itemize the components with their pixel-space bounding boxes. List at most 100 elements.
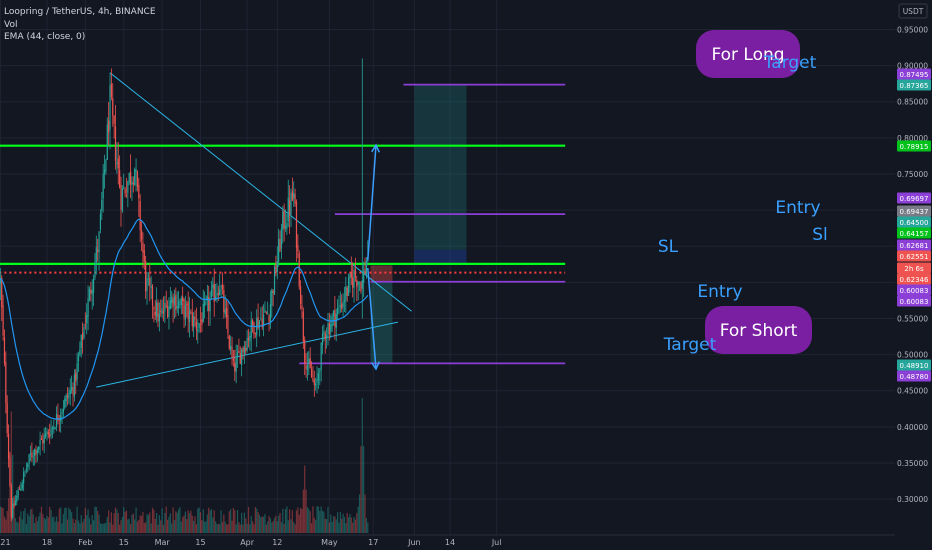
volume-bar [153,509,155,533]
candle-body [153,307,155,310]
candle-body [269,304,272,321]
volume-bar [298,514,300,533]
candle-body [98,231,100,253]
candle-body [123,187,125,188]
candle-body [165,305,167,307]
candle-body [112,98,114,116]
volume-bar [275,515,277,533]
candle-body [357,281,359,285]
y-tick-label: 0.95000 [897,25,928,34]
volume-bar [0,506,1,533]
candle-body [265,311,267,313]
candle-body [212,284,214,289]
candle-body [66,395,69,398]
volume-bar [12,454,14,533]
volume-bar [25,523,27,533]
candle-body [39,439,41,446]
volume-bar [106,516,108,533]
candle-body [136,171,139,187]
candle-body [117,158,119,169]
arrow-head [370,361,380,371]
annotation-bubble-label: For Short [720,321,798,341]
candle-body [280,228,282,249]
volume-indicator-label: Vol [4,20,17,30]
candle-body [308,358,310,363]
time-axis[interactable]: 2021 18 Feb 15 Mar 15 Apr 12 May 17 Jun 14 Jul [0,534,895,547]
candle-body [245,347,247,352]
candle-body [135,169,137,173]
candle-body [82,333,84,340]
volume-bar [23,511,25,533]
currency-label: USDT [903,7,924,16]
candle-body [64,399,66,409]
candle-body [71,386,73,391]
volume-bar [328,522,330,533]
volume-bar [88,518,91,533]
y-tick-label: 0.75000 [897,170,928,179]
candle-body [13,502,15,507]
volume-bar [264,514,266,533]
candle-body [109,85,111,130]
volume-bar [92,520,95,533]
volume-bar [297,507,299,533]
volume-bar [142,511,144,533]
volume-bar [338,522,340,533]
volume-bar [94,506,96,533]
volume-bar [114,507,117,533]
candle-body [243,346,245,354]
volume-bar [35,517,37,533]
price-label-tag [897,227,931,239]
candle-body [283,210,285,230]
volume-bar [193,520,195,533]
candle-body [247,337,250,341]
volume-bar [134,519,136,533]
x-tick-label: Mar [155,538,171,547]
candle-body [87,298,89,317]
candle-body [183,299,185,318]
price-axis[interactable]: 0.950000.900000.850000.800000.750000.700… [895,0,932,550]
candle-body [304,339,306,364]
volume-bar [301,509,303,533]
candle-body [315,383,317,386]
candle-body [342,302,344,308]
volume-bar [246,523,248,533]
candle-body [62,408,65,413]
volume-bar [238,522,240,533]
annotation-bubble [696,30,800,78]
candle-body [36,449,38,454]
candle-body [199,320,202,322]
volume-bar [280,522,282,533]
projection-arrows [367,143,381,371]
volume-bar [3,516,6,533]
candle-body [299,286,302,305]
volume-bar [127,519,129,533]
candle-body [44,433,47,437]
candle-body [258,320,261,328]
price-label-tag [897,370,931,382]
candle-body [254,332,256,334]
volume-bar [64,507,66,533]
volume-bar [195,524,197,533]
price-label-text: 0.87495 [900,71,929,79]
volume-bar [68,507,70,533]
price-labels: 0.87495 0.87365 0.78915 0.69697 0.69437 0.645… [897,68,931,382]
price-label-tag [897,359,931,371]
volume-bar [295,510,298,533]
candle-body [157,302,159,322]
volume-bar [1,507,3,533]
candle-body [76,363,78,380]
volume-bar [294,524,296,533]
x-tick-label: 15 [195,538,205,547]
candle-body [175,294,177,310]
volume-bar [183,515,185,533]
volume-bar [241,512,243,533]
volume-bar [84,507,86,533]
volume-bar [98,514,100,533]
candle-body [230,345,232,350]
arrow-shaft [367,145,377,261]
x-tick-label: 12 [272,538,282,547]
candle-body [289,200,291,216]
chart-grid [0,0,895,535]
volume-bar [365,518,367,533]
